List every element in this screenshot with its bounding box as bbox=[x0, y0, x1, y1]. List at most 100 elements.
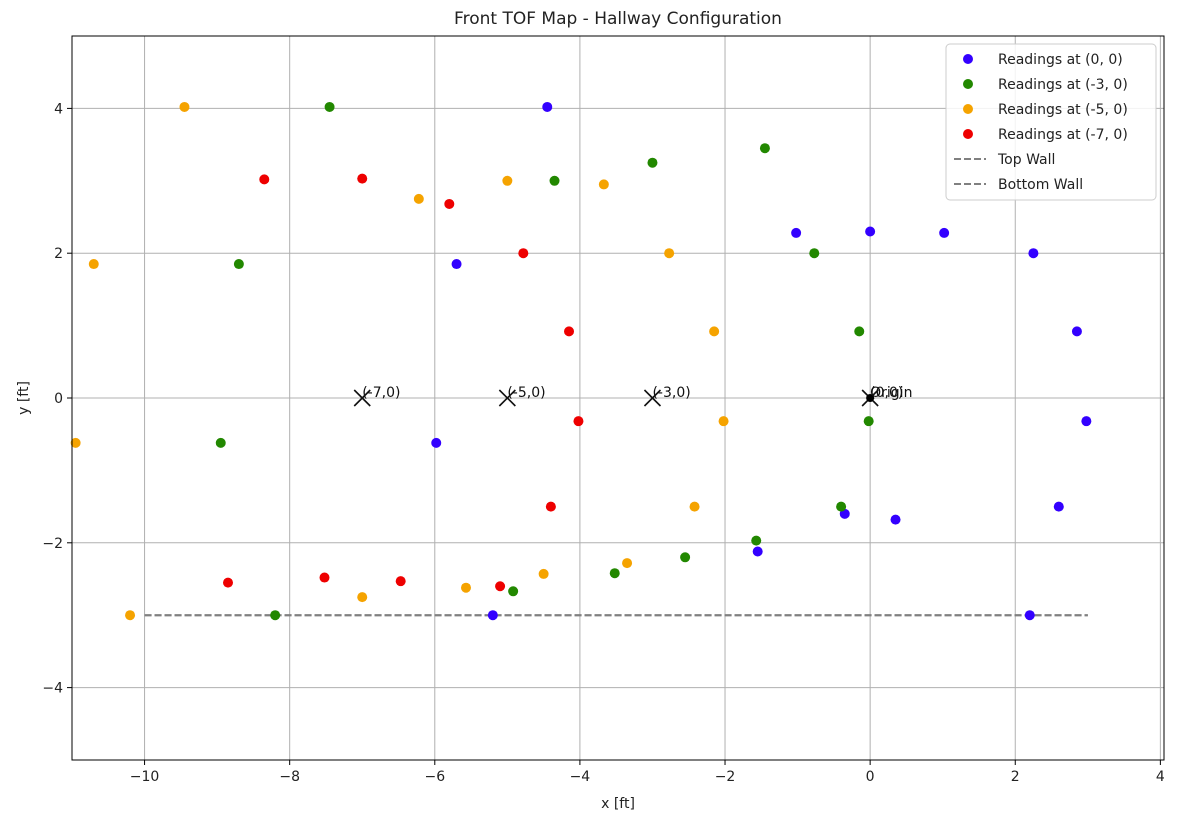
ticks: −10 −8 −6 −4 −2 0 2 4 −4 −2 0 2 4 bbox=[42, 101, 1165, 785]
data-point bbox=[759, 143, 770, 154]
data-point bbox=[179, 101, 190, 112]
legend-entry: Readings at (0, 0) bbox=[963, 52, 1123, 68]
legend-swatch bbox=[963, 54, 973, 64]
chart-title: Front TOF Map - Hallway Configuration bbox=[454, 9, 782, 29]
data-point bbox=[573, 416, 584, 427]
data-point bbox=[751, 535, 762, 546]
data-point bbox=[502, 175, 513, 186]
x-tick-label: −2 bbox=[715, 769, 736, 785]
data-point bbox=[542, 101, 553, 112]
position-markers: (-7,0) (-5,0) (-3,0) (0,0)Origin bbox=[353, 385, 912, 407]
legend-entry: Bottom Wall bbox=[954, 177, 1083, 193]
data-point bbox=[609, 568, 620, 579]
data-point bbox=[88, 259, 99, 270]
data-point bbox=[70, 437, 81, 448]
legend-entry: Readings at (-5, 0) bbox=[963, 102, 1128, 118]
y-tick-label: 0 bbox=[54, 391, 63, 407]
data-point bbox=[223, 577, 233, 588]
data-point bbox=[865, 226, 876, 237]
position-marker-label: (-3,0) bbox=[652, 385, 690, 401]
origin-label: Origin bbox=[870, 385, 912, 401]
data-point bbox=[270, 610, 281, 621]
x-tick-label: −6 bbox=[424, 769, 445, 785]
legend-label: Readings at (0, 0) bbox=[998, 52, 1123, 68]
data-point bbox=[413, 193, 424, 204]
data-point bbox=[233, 259, 244, 270]
x-tick-label: 0 bbox=[866, 769, 875, 785]
data-point bbox=[791, 227, 802, 238]
data-point bbox=[836, 501, 847, 512]
data-point bbox=[1071, 326, 1082, 337]
data-point bbox=[518, 248, 529, 259]
data-point bbox=[508, 586, 519, 597]
data-point bbox=[863, 416, 874, 427]
data-point bbox=[689, 501, 700, 512]
data-point bbox=[215, 437, 226, 448]
data-points bbox=[70, 101, 1092, 621]
x-tick-label: −4 bbox=[570, 769, 591, 785]
data-point bbox=[125, 610, 136, 621]
data-point bbox=[854, 326, 865, 337]
data-point bbox=[431, 437, 442, 448]
legend-swatch bbox=[963, 79, 973, 89]
data-point bbox=[549, 175, 560, 186]
data-point bbox=[622, 558, 633, 569]
data-point bbox=[1053, 501, 1064, 512]
data-point bbox=[487, 610, 498, 621]
data-point bbox=[395, 576, 406, 587]
data-point bbox=[538, 568, 549, 579]
data-point bbox=[718, 416, 729, 427]
data-point bbox=[451, 259, 462, 270]
data-point bbox=[444, 198, 455, 209]
position-marker bbox=[353, 389, 371, 407]
position-marker-label: (0,0) bbox=[870, 385, 903, 401]
data-point bbox=[647, 157, 658, 168]
legend-label: Readings at (-5, 0) bbox=[998, 102, 1128, 118]
data-point bbox=[1024, 610, 1035, 621]
data-point bbox=[709, 326, 720, 337]
data-point bbox=[664, 248, 675, 259]
legend: Readings at (0, 0) Readings at (-3, 0) Rea… bbox=[945, 43, 1157, 201]
legend-swatch bbox=[963, 129, 973, 139]
data-point bbox=[1081, 416, 1092, 427]
position-marker-label: (-5,0) bbox=[507, 385, 545, 401]
data-point bbox=[809, 248, 820, 259]
y-tick-label: −4 bbox=[42, 681, 63, 697]
x-tick-label: 2 bbox=[1011, 769, 1020, 785]
legend-swatch bbox=[963, 104, 973, 114]
data-point bbox=[357, 592, 368, 603]
y-tick-label: 4 bbox=[54, 101, 63, 117]
legend-entry: Top Wall bbox=[954, 152, 1055, 168]
data-point bbox=[319, 572, 330, 583]
data-point bbox=[939, 227, 950, 238]
x-tick-label: −10 bbox=[130, 769, 160, 785]
x-tick-label: 4 bbox=[1156, 769, 1165, 785]
data-point bbox=[460, 582, 471, 593]
x-tick-label: −8 bbox=[279, 769, 300, 785]
data-point bbox=[564, 326, 575, 337]
x-axis-label: x [ft] bbox=[601, 796, 635, 812]
legend-label: Top Wall bbox=[997, 152, 1055, 168]
data-point bbox=[324, 101, 335, 112]
legend-label: Readings at (-7, 0) bbox=[998, 127, 1128, 143]
grid bbox=[72, 36, 1164, 760]
data-point bbox=[598, 179, 609, 190]
position-marker-label: (-7,0) bbox=[362, 385, 400, 401]
legend-box bbox=[945, 43, 1157, 201]
y-tick-label: −2 bbox=[42, 536, 63, 552]
data-point bbox=[259, 174, 270, 185]
data-point bbox=[357, 173, 368, 184]
data-point bbox=[545, 501, 556, 512]
y-tick-label: 2 bbox=[54, 246, 63, 262]
data-point bbox=[752, 546, 763, 557]
data-point bbox=[680, 552, 691, 563]
data-point bbox=[1028, 248, 1039, 259]
data-point bbox=[890, 514, 901, 525]
y-axis-label: y [ft] bbox=[16, 381, 32, 415]
legend-label: Bottom Wall bbox=[998, 177, 1083, 193]
origin-point bbox=[866, 394, 875, 402]
legend-entry: Readings at (-3, 0) bbox=[963, 77, 1128, 93]
position-marker bbox=[643, 389, 662, 407]
position-marker bbox=[498, 389, 516, 407]
